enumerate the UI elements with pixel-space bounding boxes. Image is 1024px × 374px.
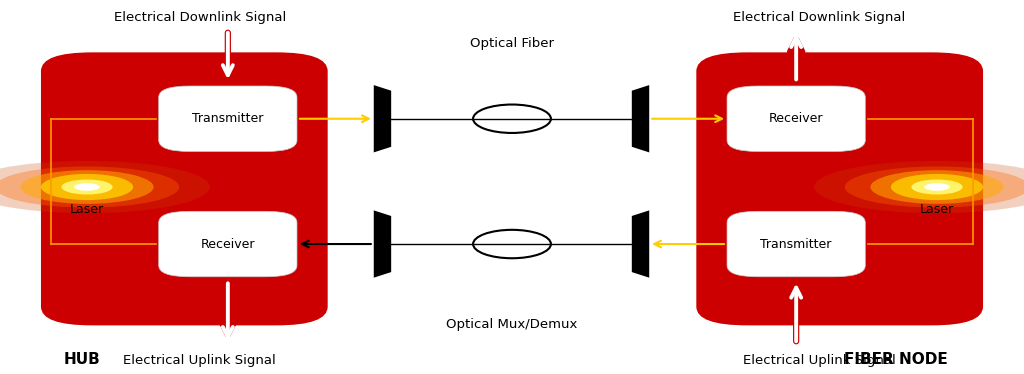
Ellipse shape [61, 180, 113, 194]
Text: Transmitter: Transmitter [193, 112, 263, 125]
FancyBboxPatch shape [727, 86, 865, 151]
Text: FIBER NODE: FIBER NODE [844, 352, 948, 367]
Text: Receiver: Receiver [201, 237, 255, 251]
FancyBboxPatch shape [41, 52, 328, 325]
Polygon shape [632, 210, 649, 278]
FancyBboxPatch shape [696, 52, 983, 325]
Ellipse shape [891, 174, 983, 200]
Ellipse shape [845, 166, 1024, 208]
Text: Electrical Uplink Signal: Electrical Uplink Signal [123, 353, 276, 367]
Polygon shape [632, 85, 649, 153]
Text: HUB: HUB [63, 352, 100, 367]
Text: Electrical Uplink Signal: Electrical Uplink Signal [742, 353, 896, 367]
Ellipse shape [20, 170, 154, 204]
Ellipse shape [925, 183, 950, 191]
Text: Laser: Laser [920, 203, 954, 216]
Ellipse shape [814, 161, 1024, 213]
FancyBboxPatch shape [159, 86, 297, 151]
Ellipse shape [911, 180, 963, 194]
Polygon shape [374, 210, 391, 278]
Ellipse shape [75, 183, 100, 191]
Text: Receiver: Receiver [769, 112, 823, 125]
Text: Optical Mux/Demux: Optical Mux/Demux [446, 318, 578, 331]
Text: Laser: Laser [70, 203, 104, 216]
Text: Electrical Downlink Signal: Electrical Downlink Signal [114, 11, 286, 24]
Ellipse shape [870, 170, 1004, 204]
Ellipse shape [0, 161, 210, 213]
Ellipse shape [0, 166, 179, 208]
FancyBboxPatch shape [159, 211, 297, 277]
FancyBboxPatch shape [727, 211, 865, 277]
Text: Electrical Downlink Signal: Electrical Downlink Signal [733, 11, 905, 24]
Text: Transmitter: Transmitter [761, 237, 831, 251]
Text: Optical Fiber: Optical Fiber [470, 37, 554, 50]
Ellipse shape [41, 174, 133, 200]
Polygon shape [374, 85, 391, 153]
